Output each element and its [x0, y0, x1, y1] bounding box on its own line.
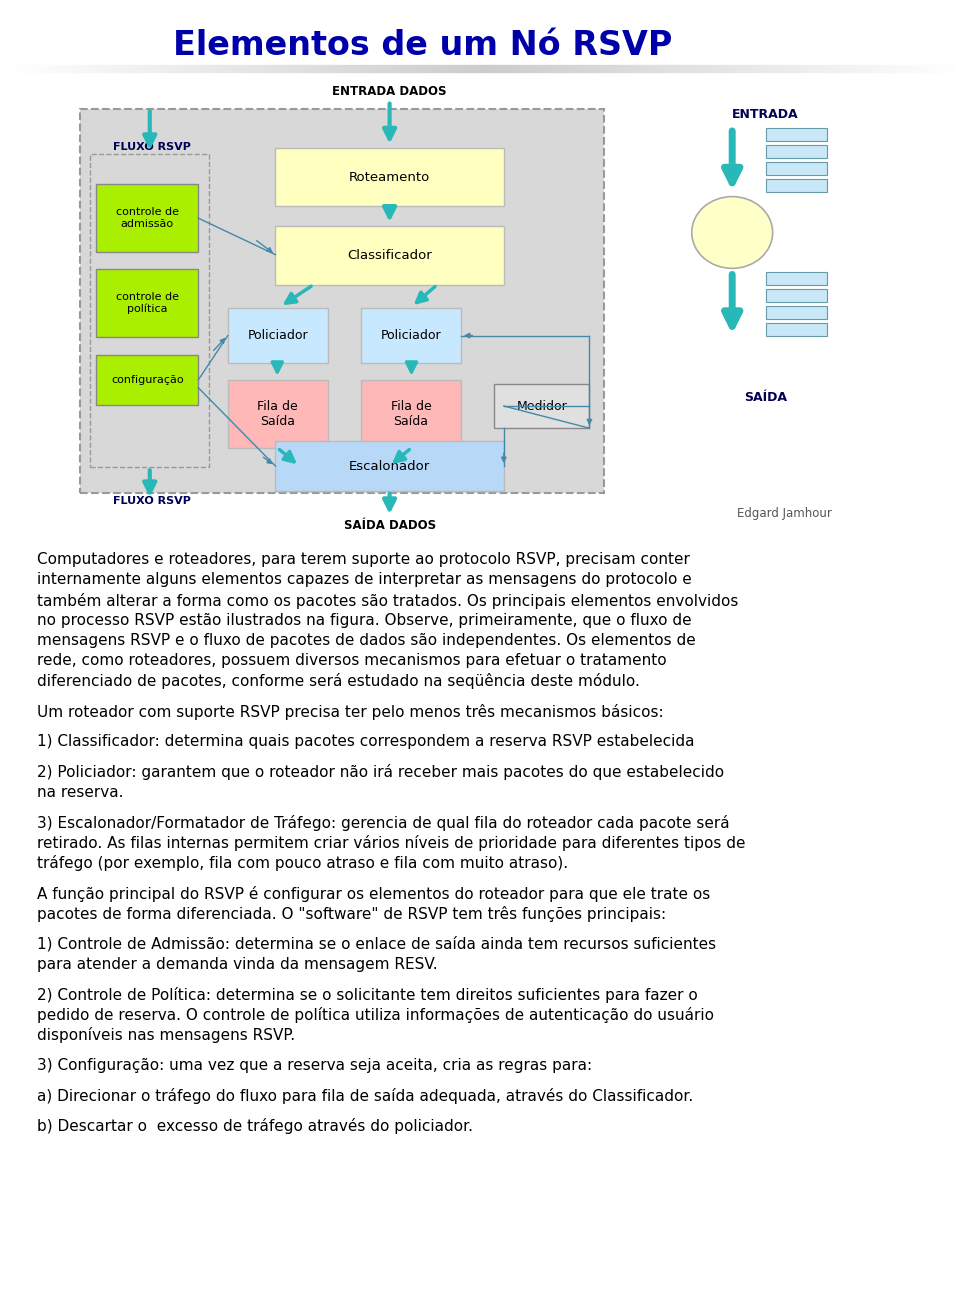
FancyBboxPatch shape — [765, 179, 828, 192]
FancyBboxPatch shape — [765, 272, 828, 285]
Text: na reserva.: na reserva. — [37, 785, 124, 800]
FancyBboxPatch shape — [494, 383, 589, 428]
Text: FLUXO RSVP: FLUXO RSVP — [112, 496, 191, 506]
FancyBboxPatch shape — [228, 379, 327, 448]
FancyBboxPatch shape — [81, 109, 604, 494]
Text: rede, como roteadores, possuem diversos mecanismos para efetuar o tratamento: rede, como roteadores, possuem diversos … — [37, 654, 667, 668]
Text: a) Direcionar o tráfego do fluxo para fila de saída adequada, através do Classif: a) Direcionar o tráfego do fluxo para fi… — [37, 1088, 694, 1104]
Text: Roteamento: Roteamento — [349, 171, 430, 184]
Text: ENTRADA DADOS: ENTRADA DADOS — [332, 85, 446, 98]
Text: internamente alguns elementos capazes de interpretar as mensagens do protocolo e: internamente alguns elementos capazes de… — [37, 572, 692, 587]
Text: Fila de
Saída: Fila de Saída — [257, 400, 299, 428]
Text: SAÍDA: SAÍDA — [744, 391, 787, 404]
Text: Escalonador: Escalonador — [349, 460, 430, 473]
Text: Fila de
Saída: Fila de Saída — [391, 400, 431, 428]
FancyBboxPatch shape — [276, 441, 504, 491]
Text: pacotes de forma diferenciada. O "software" de RSVP tem três funções principais:: pacotes de forma diferenciada. O "softwa… — [37, 906, 666, 922]
FancyBboxPatch shape — [765, 144, 828, 158]
Text: Um roteador com suporte RSVP precisa ter pelo menos três mecanismos básicos:: Um roteador com suporte RSVP precisa ter… — [37, 704, 664, 720]
Ellipse shape — [692, 197, 773, 268]
Text: 1) Classificador: determina quais pacotes correspondem a reserva RSVP estabeleci: 1) Classificador: determina quais pacote… — [37, 734, 695, 750]
Text: 3) Configuração: uma vez que a reserva seja aceita, cria as regras para:: 3) Configuração: uma vez que a reserva s… — [37, 1058, 592, 1073]
Text: também alterar a forma como os pacotes são tratados. Os principais elementos env: também alterar a forma como os pacotes s… — [37, 592, 739, 608]
Text: disponíveis nas mensagens RSVP.: disponíveis nas mensagens RSVP. — [37, 1027, 296, 1044]
Text: Edgard Jamhour: Edgard Jamhour — [737, 507, 832, 520]
Text: pedido de reserva. O controle de política utiliza informações de autenticação do: pedido de reserva. O controle de polític… — [37, 1007, 714, 1023]
FancyBboxPatch shape — [765, 306, 828, 319]
FancyBboxPatch shape — [765, 161, 828, 175]
Text: Policiador: Policiador — [381, 330, 442, 343]
Text: retirado. As filas internas permitem criar vários níveis de prioridade para dife: retirado. As filas internas permitem cri… — [37, 835, 746, 851]
Text: diferenciado de pacotes, conforme será estudado na seqüência deste módulo.: diferenciado de pacotes, conforme será e… — [37, 674, 640, 689]
Text: Elementos de um Nó RSVP: Elementos de um Nó RSVP — [173, 29, 673, 63]
Text: 3) Escalonador/Formatador de Tráfego: gerencia de qual fila do roteador cada pac: 3) Escalonador/Formatador de Tráfego: ge… — [37, 815, 731, 831]
Text: Classificador: Classificador — [348, 249, 432, 261]
Text: ENTRADA: ENTRADA — [732, 108, 799, 121]
FancyBboxPatch shape — [765, 323, 828, 336]
Text: 2) Controle de Política: determina se o solicitante tem direitos suficientes par: 2) Controle de Política: determina se o … — [37, 987, 698, 1003]
FancyBboxPatch shape — [228, 309, 327, 362]
FancyBboxPatch shape — [361, 379, 461, 448]
FancyBboxPatch shape — [96, 269, 199, 337]
Text: 2) Policiador: garantem que o roteador não irá receber mais pacotes do que estab: 2) Policiador: garantem que o roteador n… — [37, 764, 725, 780]
Text: Medidor: Medidor — [516, 399, 567, 412]
FancyBboxPatch shape — [361, 309, 461, 362]
Text: controle de
admissão: controle de admissão — [116, 207, 179, 228]
Text: 1) Controle de Admissão: determina se o enlace de saída ainda tem recursos sufic: 1) Controle de Admissão: determina se o … — [37, 936, 716, 952]
Text: tráfego (por exemplo, fila com pouco atraso e fila com muito atraso).: tráfego (por exemplo, fila com pouco atr… — [37, 856, 568, 872]
Text: b) Descartar o  excesso de tráfego através do policiador.: b) Descartar o excesso de tráfego atravé… — [37, 1119, 473, 1134]
Text: mensagens RSVP e o fluxo de pacotes de dados são independentes. Os elementos de: mensagens RSVP e o fluxo de pacotes de d… — [37, 633, 696, 649]
Text: no processo RSVP estão ilustrados na figura. Observe, primeiramente, que o fluxo: no processo RSVP estão ilustrados na fig… — [37, 613, 692, 628]
FancyBboxPatch shape — [96, 355, 199, 404]
Text: para atender a demanda vinda da mensagem RESV.: para atender a demanda vinda da mensagem… — [37, 957, 438, 972]
Text: controle de
política: controle de política — [116, 291, 179, 314]
FancyBboxPatch shape — [276, 226, 504, 285]
FancyBboxPatch shape — [96, 184, 199, 252]
Text: A função principal do RSVP é configurar os elementos do roteador para que ele tr: A função principal do RSVP é configurar … — [37, 886, 710, 902]
Text: Policiador: Policiador — [248, 330, 308, 343]
Text: SAÍDA DADOS: SAÍDA DADOS — [344, 519, 436, 532]
Text: configuração: configuração — [111, 376, 183, 385]
FancyBboxPatch shape — [276, 147, 504, 206]
Text: FLUXO RSVP: FLUXO RSVP — [112, 142, 191, 152]
FancyBboxPatch shape — [765, 289, 828, 302]
Text: Computadores e roteadores, para terem suporte ao protocolo RSVP, precisam conter: Computadores e roteadores, para terem su… — [37, 553, 690, 567]
FancyBboxPatch shape — [765, 129, 828, 142]
